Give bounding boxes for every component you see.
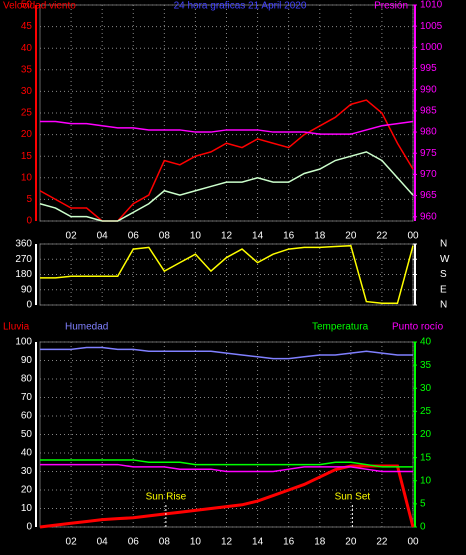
y2-tick-label: 970	[420, 169, 437, 180]
plot-frame	[39, 243, 414, 306]
annotation: Sun Rise	[146, 492, 187, 503]
y-tick-label: 270	[15, 254, 32, 265]
x-tick-label: 00	[407, 231, 419, 242]
y-tick-label: 60	[21, 411, 33, 422]
y-tick-label: 30	[21, 466, 33, 477]
series-line	[39, 464, 415, 529]
y-tick-label: 10	[21, 503, 33, 514]
y2-tick-label: 30	[420, 383, 432, 394]
y2-tick-label: S	[440, 269, 447, 280]
y-tick-label: 30	[21, 86, 33, 97]
y-tick-label: 45	[21, 21, 33, 32]
y-tick-label: 360	[15, 239, 32, 250]
y2-tick-label: 960	[420, 211, 437, 222]
y-tick-label: 0	[26, 216, 32, 227]
y2-tick-label: 985	[420, 106, 437, 117]
y-tick-label: 0	[26, 300, 32, 311]
x-tick-label: 10	[190, 231, 202, 242]
x-tick-label: 16	[283, 231, 295, 242]
legend-label: Punto rocío	[392, 322, 444, 333]
legend-label: Temperatura	[312, 322, 369, 333]
x-tick-label: 14	[252, 231, 264, 242]
y-tick-label: 10	[21, 172, 33, 183]
x-tick-label: 22	[376, 231, 388, 242]
y2-tick-label: 5	[420, 499, 426, 510]
x-tick-label: 22	[376, 537, 388, 548]
y2-tick-label: N	[440, 239, 447, 250]
x-tick-label: 04	[97, 537, 109, 548]
y2-tick-label: 995	[420, 63, 437, 74]
x-tick-label: 16	[283, 537, 295, 548]
x-tick-label: 18	[314, 231, 326, 242]
y2-tick-label: 10	[420, 475, 432, 486]
x-tick-label: 12	[221, 231, 233, 242]
y2-tick-label: 1010	[420, 0, 443, 11]
x-tick-label: 18	[314, 537, 326, 548]
y2-tick-label: 990	[420, 84, 437, 95]
y-tick-label: 180	[15, 269, 32, 280]
y-tick-label: 80	[21, 374, 33, 385]
y2-tick-label: 1005	[420, 21, 443, 32]
series-line	[40, 463, 413, 473]
x-tick-label: 20	[345, 537, 357, 548]
y-axis-label: Lluvia	[3, 322, 30, 333]
y-tick-label: 40	[21, 43, 33, 54]
x-tick-label: 06	[128, 537, 140, 548]
x-tick-label: 00	[407, 537, 419, 548]
y2-tick-label: N	[440, 300, 447, 311]
x-tick-label: 14	[252, 537, 264, 548]
y2-tick-label: 15	[420, 452, 432, 463]
x-tick-label: 12	[221, 537, 233, 548]
chart-title: 24 hora graficas 21 April 2020	[174, 1, 307, 12]
y2-tick-label: 35	[420, 360, 432, 371]
y-tick-label: 90	[21, 284, 33, 295]
y2-tick-label: 965	[420, 190, 437, 201]
legend-label: Humedad	[65, 322, 108, 333]
y2-tick-label: 1000	[420, 42, 443, 53]
series-line	[40, 244, 414, 305]
series-line	[40, 346, 413, 360]
x-tick-label: 20	[345, 231, 357, 242]
y2-tick-label: 980	[420, 127, 437, 138]
y2-tick-label: 40	[420, 337, 432, 348]
x-tick-label: 06	[128, 231, 140, 242]
y2-tick-label: 25	[420, 406, 432, 417]
y2-axis-label: Presión	[374, 1, 408, 12]
x-tick-label: 04	[97, 231, 109, 242]
x-tick-label: 10	[190, 537, 202, 548]
y-tick-label: 15	[21, 151, 33, 162]
y2-tick-label: 975	[420, 148, 437, 159]
y-tick-label: 50	[21, 429, 33, 440]
y-tick-label: 20	[21, 485, 33, 496]
y-tick-label: 90	[21, 355, 33, 366]
y-tick-label: 35	[21, 64, 33, 75]
series-line	[40, 120, 414, 135]
y2-tick-label: E	[440, 284, 447, 295]
series-line	[39, 151, 414, 222]
y-tick-label: 40	[21, 448, 33, 459]
series-line	[40, 459, 413, 468]
x-tick-label: 02	[66, 231, 78, 242]
y-tick-label: 5	[26, 194, 32, 205]
x-tick-label: 02	[66, 537, 78, 548]
y-axis-label: Velocidad viento	[3, 1, 76, 12]
y-tick-label: 50	[21, 0, 33, 11]
annotation: Sun Set	[335, 492, 371, 503]
y2-tick-label: 0	[420, 522, 426, 533]
y2-tick-label: W	[440, 254, 450, 265]
y-tick-label: 70	[21, 392, 33, 403]
y-tick-label: 100	[15, 337, 32, 348]
series-line	[39, 99, 414, 222]
y-tick-label: 25	[21, 108, 33, 119]
y-tick-label: 0	[26, 522, 32, 533]
y-tick-label: 20	[21, 129, 33, 140]
x-tick-label: 08	[159, 537, 171, 548]
y2-tick-label: 20	[420, 429, 432, 440]
x-tick-label: 08	[159, 231, 171, 242]
